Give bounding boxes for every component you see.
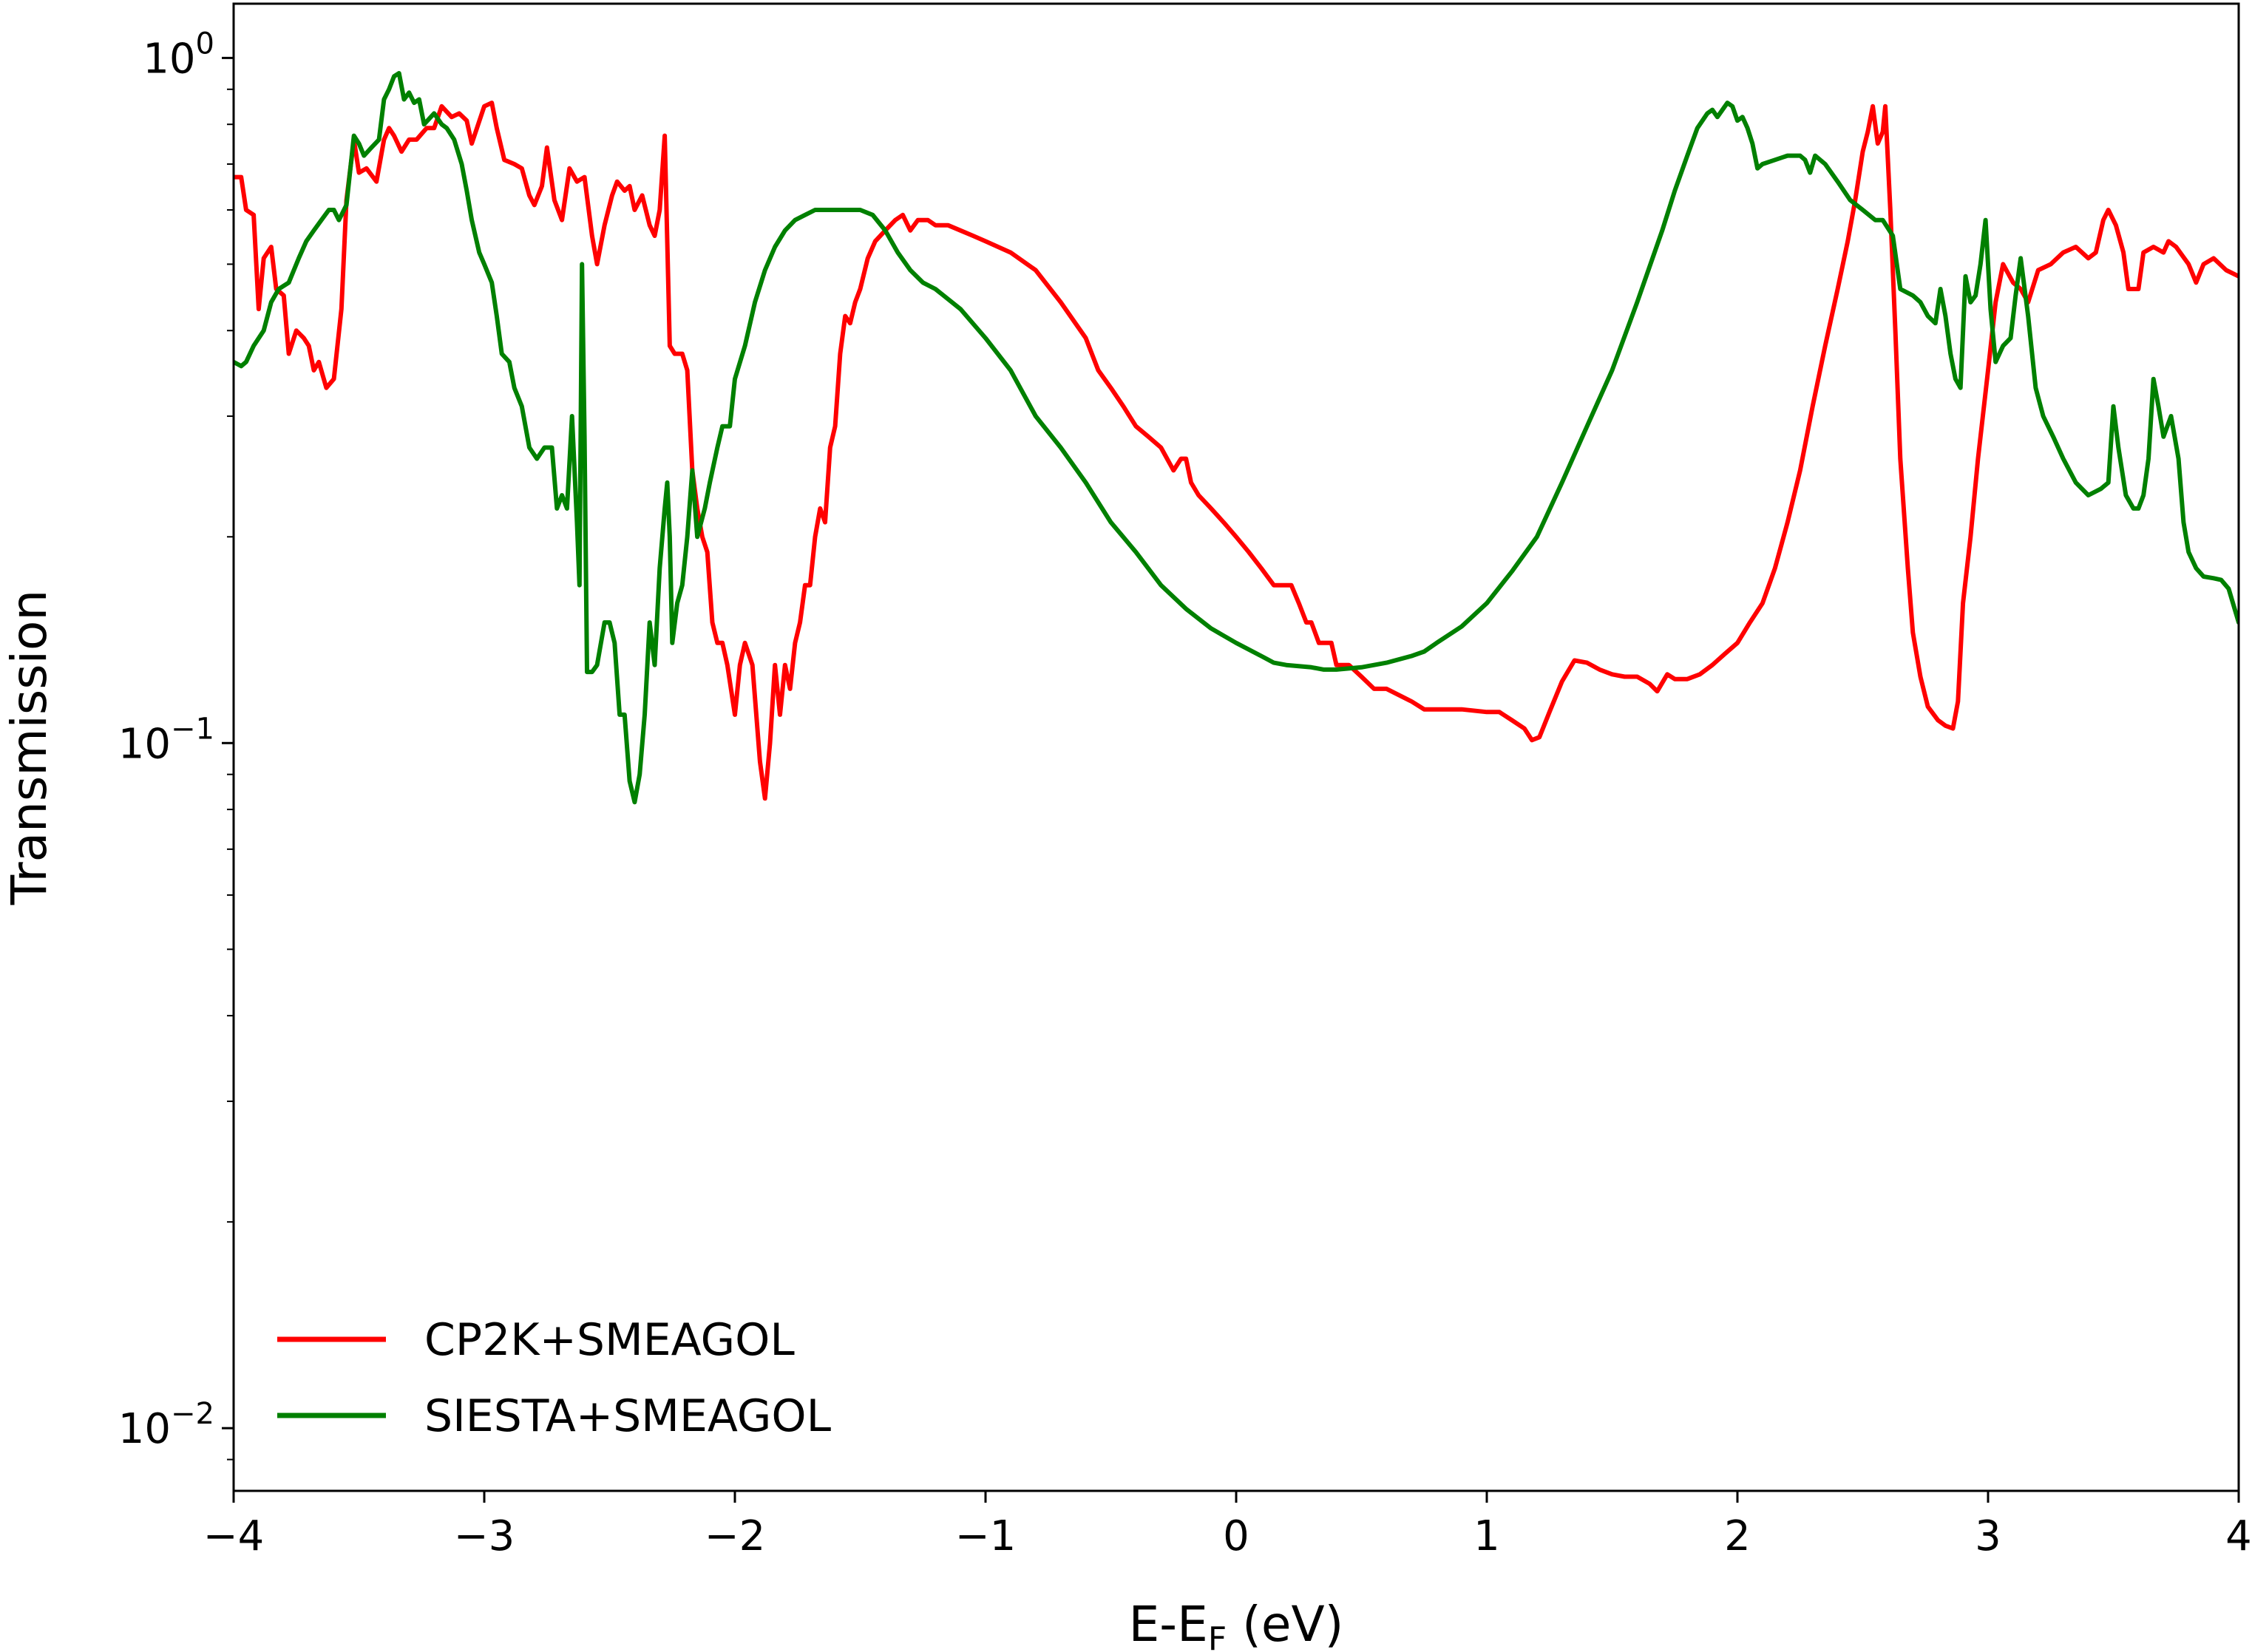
y-tick-label: 10−1 xyxy=(118,712,214,768)
y-tick-label: 100 xyxy=(143,27,214,83)
series-line-1 xyxy=(234,71,2239,805)
y-axis-label: Transmission xyxy=(1,590,58,905)
series-line-0 xyxy=(234,101,2239,801)
legend: CP2K+SMEAGOL SIESTA+SMEAGOL xyxy=(277,1314,832,1442)
y-axis: 100 10−1 10−2 xyxy=(118,27,234,1461)
x-tick-label: −1 xyxy=(955,1512,1017,1560)
x-axis: −4 −3 −2 −1 0 1 2 3 4 xyxy=(203,1491,2252,1560)
x-tick-label: 2 xyxy=(1724,1512,1751,1560)
x-axis-label: E-EF (eV) xyxy=(1129,1596,1344,1652)
x-tick-label: 4 xyxy=(2225,1512,2252,1560)
y-tick-label: 10−2 xyxy=(118,1397,214,1453)
series-layer xyxy=(234,71,2239,805)
legend-label-siesta: SIESTA+SMEAGOL xyxy=(424,1390,832,1442)
x-tick-label: 3 xyxy=(1975,1512,2001,1560)
x-tick-label: −4 xyxy=(203,1512,265,1560)
x-tick-label: 1 xyxy=(1473,1512,1500,1560)
x-tick-label: −2 xyxy=(705,1512,766,1560)
legend-label-cp2k: CP2K+SMEAGOL xyxy=(424,1314,795,1366)
x-tick-label: 0 xyxy=(1223,1512,1249,1560)
x-tick-label: −3 xyxy=(454,1512,515,1560)
